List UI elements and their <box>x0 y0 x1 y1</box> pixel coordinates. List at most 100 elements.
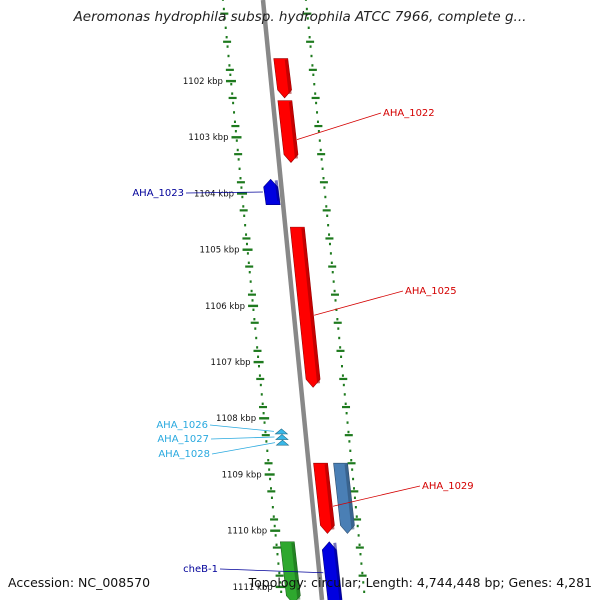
track-dot <box>258 374 261 377</box>
tick-label: 1108 kbp <box>216 414 256 424</box>
track-dot <box>280 590 283 593</box>
track-dot <box>321 167 324 170</box>
label-leader <box>210 436 275 440</box>
track-dot <box>360 562 363 565</box>
track-dot <box>266 449 269 452</box>
label-leader <box>211 442 276 455</box>
track-tick <box>325 237 334 240</box>
tick-labels: 1102 kbp 1103 kbp 1104 kbp 1105 kbp 1106 kbp… <box>183 77 286 593</box>
gene-arrow[interactable] <box>274 428 289 435</box>
track-dot <box>330 261 333 264</box>
major-tick <box>248 304 259 308</box>
tick-label: 1102 kbp <box>183 77 223 87</box>
gene-shade <box>288 101 298 159</box>
gene-label[interactable]: AHA_1022 <box>383 108 435 119</box>
track-dot <box>353 496 356 499</box>
track-dot <box>342 383 345 387</box>
track-tick <box>347 462 356 465</box>
track-dot <box>231 92 234 95</box>
gene-label[interactable]: AHA_1026 <box>156 420 208 431</box>
genome-summary: Topology: circular; Length: 4,744,448 bp… <box>248 575 592 590</box>
track-dot <box>270 496 273 499</box>
track-dot <box>238 167 241 170</box>
track-tick <box>231 124 240 128</box>
track-tick <box>234 153 243 156</box>
major-tick <box>242 248 253 251</box>
track-dot <box>340 365 343 368</box>
track-tick <box>253 349 262 352</box>
gene-label[interactable]: AHA_1028 <box>158 449 210 460</box>
track-dot <box>353 487 356 490</box>
track-dot <box>234 130 237 133</box>
label-leader <box>296 112 382 140</box>
track-tick <box>350 490 359 493</box>
gene-arrow[interactable] <box>275 439 290 446</box>
track-dot <box>245 242 248 246</box>
accession-text: Accession: NC_008570 <box>8 575 151 590</box>
track-dot <box>357 534 360 537</box>
gene-shade <box>333 542 343 600</box>
track-dot <box>363 590 366 593</box>
track-tick <box>261 434 270 437</box>
track-dot <box>278 571 281 575</box>
major-tick <box>237 192 248 195</box>
tick-label: 1106 kbp <box>205 302 245 312</box>
track-dot <box>336 318 339 321</box>
tick-label: 1104 kbp <box>194 189 234 199</box>
track-tick <box>272 546 281 549</box>
tick-label: 1105 kbp <box>199 246 239 256</box>
track-dot <box>269 477 272 481</box>
track-tick <box>303 12 312 15</box>
track-dot <box>327 224 330 227</box>
track-tick <box>223 40 232 43</box>
track-dot <box>232 101 235 105</box>
track-dot <box>224 26 227 29</box>
track-dot <box>241 195 244 199</box>
track-dot <box>338 336 341 340</box>
track-dot <box>328 242 331 246</box>
gene-label[interactable]: AHA_1027 <box>157 434 209 445</box>
track-dot <box>319 148 322 152</box>
track-dot <box>324 195 327 199</box>
track-tick <box>358 574 367 577</box>
inner-tick-track <box>220 0 284 593</box>
track-tick <box>308 68 317 71</box>
track-tick <box>339 377 348 381</box>
major-tick <box>225 79 236 83</box>
gene-label[interactable]: cheB-1 <box>183 564 218 575</box>
gene-shade <box>344 464 355 530</box>
gene-arrow[interactable] <box>290 226 321 388</box>
track-tick <box>328 265 337 268</box>
track-dot <box>308 36 311 39</box>
track-dot <box>260 393 263 396</box>
track-dot <box>229 73 232 76</box>
track-tick <box>242 237 251 240</box>
track-dot <box>225 36 228 39</box>
track-dot <box>343 393 346 396</box>
track-dot <box>246 252 249 255</box>
track-dot <box>226 45 229 48</box>
track-dot <box>252 308 255 311</box>
track-dot <box>243 214 246 217</box>
track-dot <box>351 468 354 471</box>
track-dot <box>337 327 340 330</box>
track-dot <box>314 92 317 95</box>
track-dot <box>240 186 243 189</box>
gene-shade <box>291 542 301 600</box>
gene-arrow[interactable] <box>275 434 289 440</box>
gene-label[interactable]: AHA_1029 <box>422 481 474 492</box>
outer-tick-track <box>303 0 367 593</box>
track-dot <box>236 148 239 152</box>
track-dot <box>361 571 364 575</box>
track-dot <box>233 111 236 114</box>
track-dot <box>345 412 348 415</box>
track-tick <box>336 349 345 352</box>
track-dot <box>275 543 278 546</box>
track-dot <box>254 327 257 330</box>
gene-labels: AHA_1022 AHA_1023 AHA_1025 AHA_1026 AHA_1027… <box>132 108 473 575</box>
gene-label[interactable]: AHA_1023 <box>132 188 184 199</box>
gene-label[interactable]: AHA_1025 <box>405 286 457 297</box>
track-dot <box>228 64 231 67</box>
map-title: Aeromonas hydrophila subsp. hydrophila A… <box>73 9 527 25</box>
